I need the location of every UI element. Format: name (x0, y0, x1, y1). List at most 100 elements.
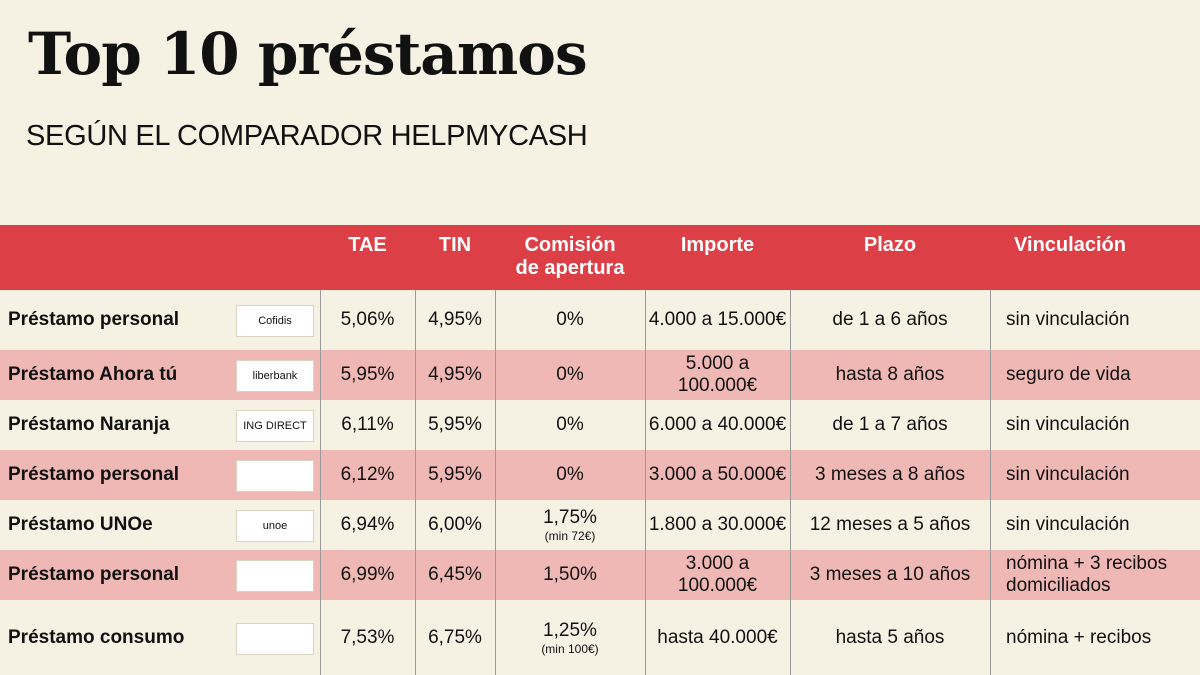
column-divider (790, 500, 791, 550)
page-subtitle: SEGÚN EL COMPARADOR HELPMYCASH (26, 120, 588, 152)
header-vinculacion: Vinculación (1014, 234, 1126, 256)
tin-cell: 5,95% (428, 464, 482, 485)
bank-logo: liberbank (236, 360, 314, 392)
column-divider (790, 600, 791, 675)
importe-cell: 5.000 a 100.000€ (677, 353, 758, 396)
page-title: Top 10 préstamos (28, 20, 588, 88)
tae-cell: 6,99% (340, 564, 395, 585)
plazo-cell: 12 meses a 5 años (809, 514, 971, 535)
tae-cell: 5,95% (340, 364, 395, 385)
tin-cell: 4,95% (428, 364, 482, 385)
vinculacion-cell: sin vinculación (1006, 514, 1130, 535)
comision-cell: 1,50% (543, 564, 597, 585)
column-divider (495, 350, 496, 400)
importe-cell: 1.800 a 30.000€ (648, 514, 787, 535)
vinculacion-cell: nómina + 3 recibos domiciliados (1006, 553, 1168, 596)
loan-name: Préstamo UNOe (8, 514, 153, 535)
column-divider (495, 600, 496, 675)
tin-cell: 6,00% (428, 514, 482, 535)
vinculacion-cell: seguro de vida (1006, 364, 1131, 385)
column-divider (790, 290, 791, 350)
comision-stack: 1,25% (min 100€) (541, 620, 598, 656)
column-divider (990, 500, 991, 550)
header-importe: Importe (680, 234, 755, 256)
column-divider (790, 350, 791, 400)
bank-logo: unoe (236, 510, 314, 542)
column-divider (495, 290, 496, 350)
column-divider (320, 450, 321, 500)
plazo-cell: hasta 8 años (835, 364, 945, 385)
column-divider (645, 500, 646, 550)
loan-name: Préstamo consumo (8, 626, 185, 648)
tae-cell: 5,06% (340, 309, 395, 330)
column-divider (415, 600, 416, 675)
column-divider (990, 350, 991, 400)
importe-cell: hasta 40.000€ (657, 626, 778, 648)
loan-name: Préstamo Naranja (8, 414, 170, 435)
loan-name: Préstamo personal (8, 464, 180, 485)
column-divider (990, 290, 991, 350)
column-divider (990, 400, 991, 450)
comision-cell: 0% (556, 364, 584, 385)
column-divider (415, 350, 416, 400)
column-divider (790, 450, 791, 500)
column-divider (495, 400, 496, 450)
table-row: Préstamo personal 6,12% 5,95% 0% 3.000 a 50.… (0, 450, 1200, 500)
column-divider (495, 450, 496, 500)
comision-cell: 0% (556, 464, 584, 485)
tin-cell: 6,45% (428, 564, 482, 585)
bank-logo (236, 560, 314, 592)
plazo-cell: 3 meses a 8 años (815, 464, 965, 485)
header-comision-line2: de apertura (515, 257, 625, 279)
table-body: Préstamo personal Cofidis 5,06% 4,95% 0% 4.00… (0, 290, 1200, 675)
comision-minimum: (min 100€) (541, 641, 599, 656)
column-divider (990, 450, 991, 500)
header-plazo: Plazo (863, 234, 917, 256)
loan-name: Préstamo personal (8, 564, 180, 585)
tae-cell: 6,12% (340, 464, 395, 485)
tae-cell: 6,11% (341, 414, 394, 435)
bank-logo-text: unoe (262, 520, 288, 532)
loans-table: TAE TIN Comisión de apertura Importe Pla… (0, 225, 1200, 675)
column-divider (495, 550, 496, 600)
bank-logo: Cofidis (236, 305, 314, 337)
header-comision-line1: Comisión (524, 234, 616, 256)
column-divider (990, 600, 991, 675)
header-tin: TIN (438, 234, 472, 256)
vinculacion-cell: nómina + recibos (1006, 626, 1152, 648)
column-divider (415, 500, 416, 550)
column-divider (790, 400, 791, 450)
column-divider (320, 290, 321, 350)
column-divider (645, 350, 646, 400)
table-row: Préstamo personal Cofidis 5,06% 4,95% 0% 4.00… (0, 290, 1200, 350)
column-divider (495, 500, 496, 550)
plazo-cell: de 1 a 6 años (832, 309, 948, 330)
column-divider (645, 600, 646, 675)
loan-name: Préstamo Ahora tú (8, 364, 178, 385)
loan-name: Préstamo personal (8, 309, 180, 330)
vinculacion-cell: sin vinculación (1006, 309, 1130, 330)
tin-cell: 4,95% (428, 309, 482, 330)
column-divider (415, 550, 416, 600)
bank-logo-text: Cofidis (258, 315, 292, 327)
table-row: Préstamo consumo 7,53% 6,75% 1,25% (min 100€… (0, 600, 1200, 675)
column-divider (320, 500, 321, 550)
bank-logo (236, 460, 314, 492)
table-row: Préstamo personal 6,99% 6,45% 1,50% 3.000 a … (0, 550, 1200, 600)
importe-cell: 3.000 a 100.000€ (677, 553, 758, 596)
header-comision: Comisión de apertura (495, 234, 645, 280)
comision-cell: 1,25% (min 100€) (495, 600, 645, 675)
comision-cell: 1,75% (min 72€) (495, 500, 645, 550)
vinculacion-cell: sin vinculación (1006, 464, 1130, 485)
column-divider (645, 400, 646, 450)
bank-logo-text: liberbank (252, 370, 298, 382)
importe-cell: 4.000 a 15.000€ (648, 309, 787, 330)
tae-cell: 7,53% (340, 626, 395, 648)
column-divider (645, 550, 646, 600)
comision-minimum: (min 72€) (544, 529, 596, 543)
table-row: Préstamo UNOe unoe 6,94% 6,00% 1,75% (min 72€… (0, 500, 1200, 550)
column-divider (645, 290, 646, 350)
column-divider (645, 450, 646, 500)
plazo-cell: de 1 a 7 años (832, 414, 948, 435)
comision-value: 1,25% (543, 619, 597, 641)
